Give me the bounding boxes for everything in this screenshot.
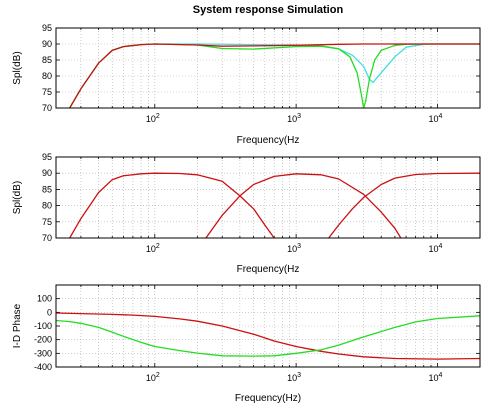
series-line-2 — [205, 173, 402, 238]
y-axis-label: Spl(dB) — [12, 181, 23, 214]
x-tick-exponent: 2 — [156, 113, 160, 120]
y-axis-label: I-D Phase — [12, 303, 23, 348]
series-line-1 — [56, 312, 480, 360]
subplot-1: System response Simulation 70 75 80 85 90 95 10… — [12, 4, 481, 146]
x-tick-label: 102 — [146, 372, 160, 383]
x-tick-base: 10 — [428, 244, 438, 254]
grid — [56, 156, 480, 239]
x-tick-label: 103 — [287, 372, 301, 383]
x-tick-label: 104 — [428, 372, 442, 383]
x-tick-label: 102 — [146, 113, 160, 124]
y-tick-label: -200 — [34, 335, 52, 345]
y-tick-label: 95 — [42, 152, 52, 162]
y-tick-label: -400 — [34, 362, 52, 372]
plot-frame — [55, 284, 481, 368]
plot-frame — [55, 27, 481, 109]
x-axis-label: Frequency(Hz — [237, 135, 300, 146]
x-tick-base: 10 — [146, 244, 156, 254]
y-tick-label: -300 — [34, 348, 52, 358]
y-tick-label: -100 — [34, 321, 52, 331]
y-tick-label: 70 — [42, 103, 52, 113]
x-tick-label: 104 — [428, 113, 442, 124]
y-tick-label: 75 — [42, 87, 52, 97]
x-tick-base: 10 — [287, 114, 297, 124]
x-tick-label: 104 — [428, 243, 442, 254]
x-tick-exponent: 3 — [297, 372, 301, 379]
x-tick-base: 10 — [428, 373, 438, 383]
y-tick-label: 90 — [42, 39, 52, 49]
plot-frame — [55, 156, 481, 239]
x-tick-exponent: 2 — [156, 372, 160, 379]
chart-title: System response Simulation — [193, 4, 344, 16]
x-axis-label: Frequency(Hz — [237, 264, 300, 275]
y-tick-label: 70 — [42, 233, 52, 243]
x-tick-base: 10 — [428, 114, 438, 124]
y-tick-label: 75 — [42, 217, 52, 227]
x-axis-label: Frequency(Hz) — [235, 393, 301, 404]
x-tick-label: 102 — [146, 243, 160, 254]
series-line-1 — [69, 172, 275, 238]
x-tick-base: 10 — [146, 373, 156, 383]
x-tick-exponent: 4 — [439, 113, 443, 120]
y-tick-label: 85 — [42, 184, 52, 194]
y-tick-label: 85 — [42, 55, 52, 65]
x-tick-base: 10 — [287, 373, 297, 383]
x-tick-exponent: 4 — [439, 243, 443, 250]
x-tick-exponent: 2 — [156, 243, 160, 250]
x-tick-base: 10 — [146, 114, 156, 124]
series-line-2 — [56, 315, 480, 357]
x-tick-label: 103 — [287, 113, 301, 124]
x-tick-label: 103 — [287, 243, 301, 254]
grid — [56, 285, 480, 368]
y-tick-label: 100 — [37, 294, 52, 304]
y-axis-label: Spl(dB) — [12, 51, 23, 84]
series-line-3 — [328, 172, 480, 238]
x-tick-exponent: 4 — [439, 372, 443, 379]
grid — [56, 27, 480, 109]
y-tick-label: 90 — [42, 168, 52, 178]
x-tick-exponent: 3 — [297, 243, 301, 250]
x-tick-base: 10 — [287, 244, 297, 254]
y-tick-label: 80 — [42, 71, 52, 81]
series-line-3 — [69, 43, 480, 108]
x-tick-exponent: 3 — [297, 113, 301, 120]
y-tick-label: 0 — [47, 307, 52, 317]
y-tick-label: 95 — [42, 23, 52, 33]
y-tick-label: 80 — [42, 201, 52, 211]
